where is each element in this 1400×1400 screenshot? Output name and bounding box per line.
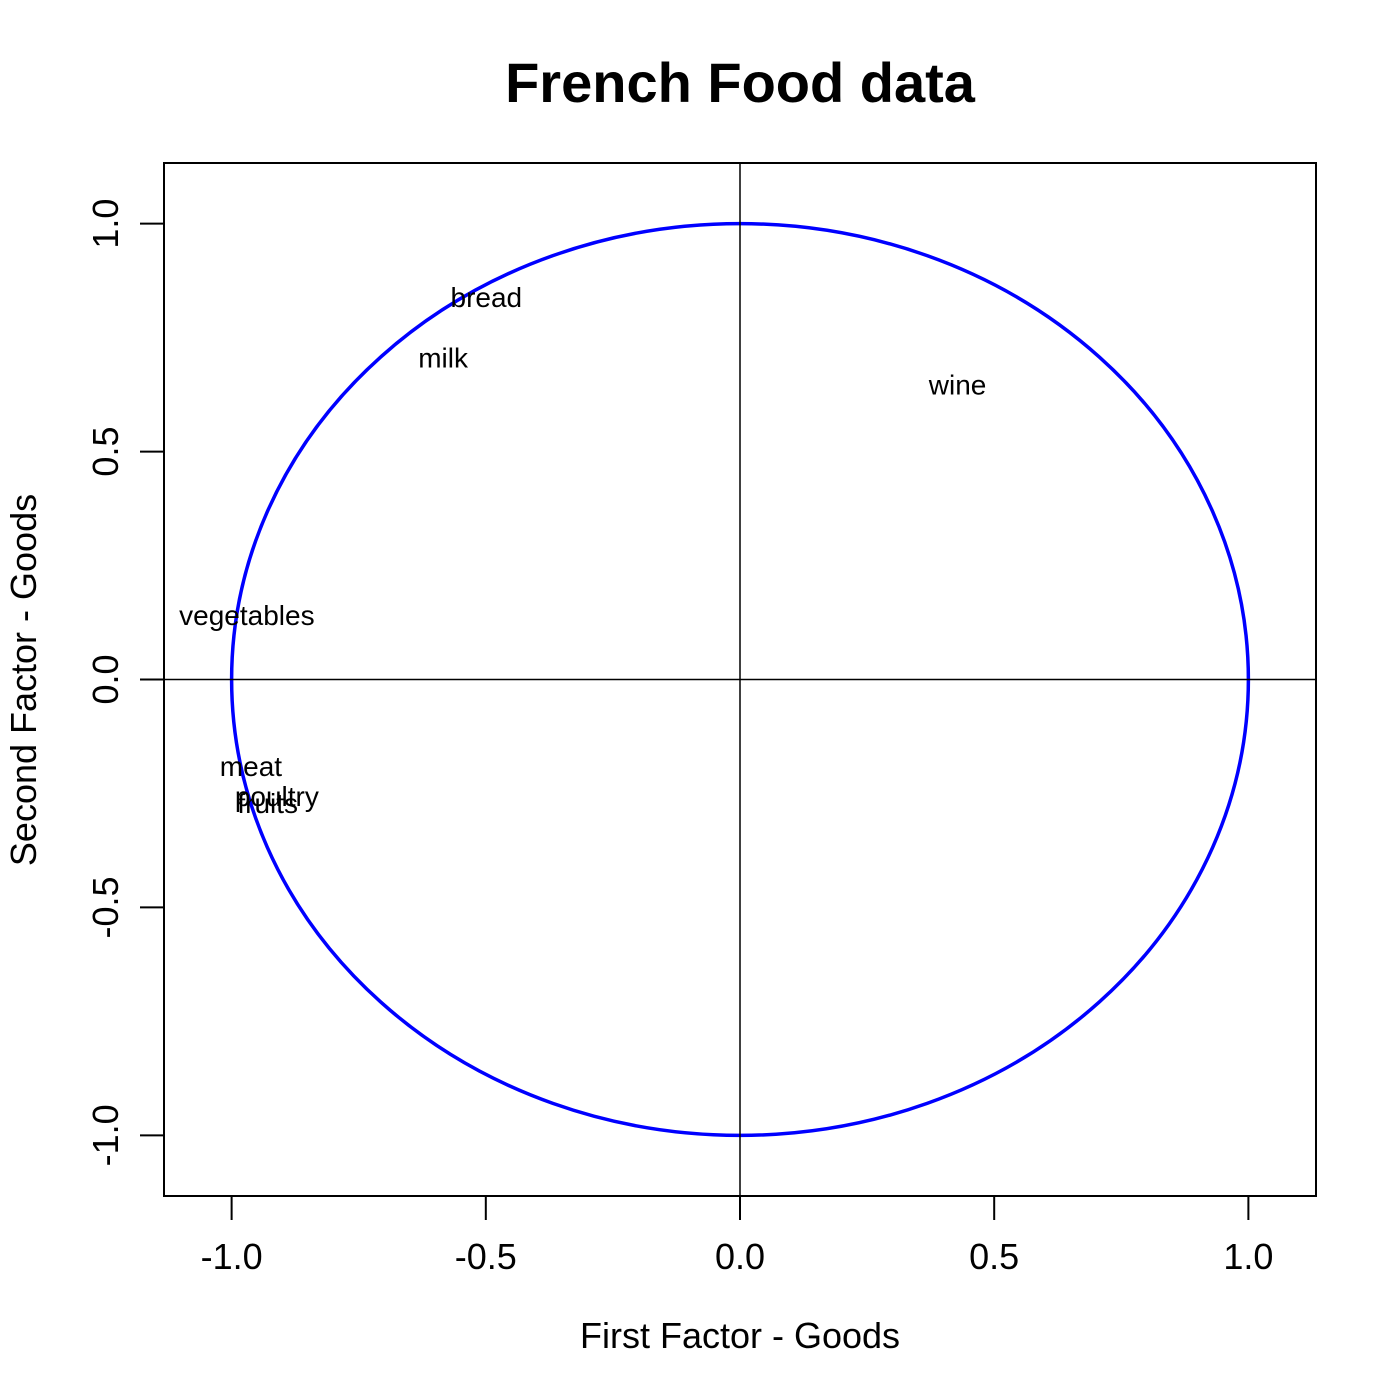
point-label-bread: bread: [451, 282, 523, 313]
point-label-meat: meat: [220, 751, 282, 782]
point-label-vegetables: vegetables: [179, 600, 314, 631]
y-tick-label: 1.0: [85, 199, 126, 249]
x-axis-label: First Factor - Goods: [580, 1315, 900, 1356]
x-tick-label: 0.5: [969, 1236, 1019, 1277]
point-label-poultry: poultry: [235, 781, 319, 812]
point-label-milk: milk: [418, 343, 469, 374]
x-tick-label: -1.0: [201, 1236, 263, 1277]
x-tick-label: 1.0: [1223, 1236, 1273, 1277]
chart-title: French Food data: [505, 51, 976, 114]
x-tick-label: -0.5: [455, 1236, 517, 1277]
y-tick-label: -1.0: [85, 1104, 126, 1166]
plot-area: -1.0 -0.5 0.0 0.5 1.0 -1.0 -0.5 0.0 0.5 1.0 bread v…: [85, 162, 1317, 1277]
point-label-wine: wine: [928, 370, 987, 401]
y-tick-label: 0.5: [85, 427, 126, 477]
y-axis-label: Second Factor - Goods: [3, 494, 44, 866]
y-tick-label: -0.5: [85, 876, 126, 938]
y-tick-label: 0.0: [85, 654, 126, 704]
x-tick-label: 0.0: [715, 1236, 765, 1277]
point-label-fruits: fruits: [237, 788, 298, 819]
